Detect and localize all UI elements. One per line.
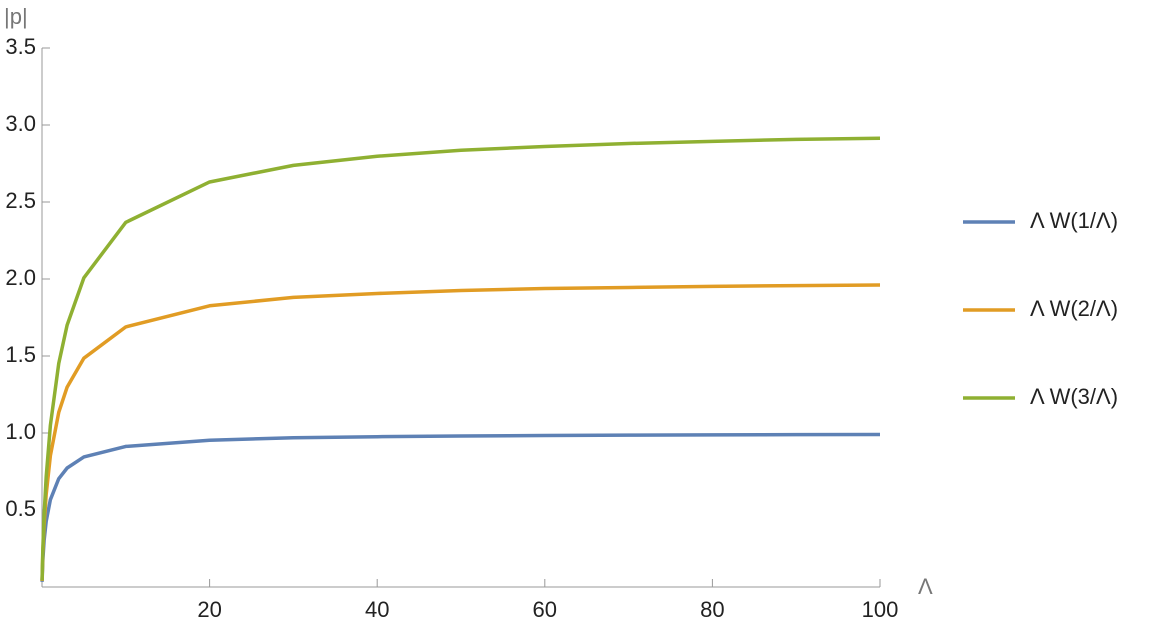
x-tick-label: 100 <box>862 597 899 622</box>
y-tick-label: 3.0 <box>5 111 36 136</box>
x-axis-label: Λ <box>918 574 933 599</box>
legend-label: Λ W(1/Λ) <box>1030 208 1118 233</box>
series-line <box>40 432 881 582</box>
x-tick-label: 40 <box>365 597 389 622</box>
x-tick-label: 60 <box>533 597 557 622</box>
x-tick-label: 20 <box>197 597 221 622</box>
y-tick-label: 1.5 <box>5 342 36 367</box>
y-axis-label: |p| <box>4 4 28 29</box>
y-tick-label: 2.5 <box>5 188 36 213</box>
y-tick-label: 1.0 <box>5 419 36 444</box>
legend-label: Λ W(3/Λ) <box>1030 384 1118 409</box>
y-tick-label: 3.5 <box>5 34 36 59</box>
series-line <box>40 136 881 581</box>
series-line <box>40 283 881 581</box>
y-tick-label: 0.5 <box>5 496 36 521</box>
y-tick-label: 2.0 <box>5 265 36 290</box>
x-tick-label: 80 <box>700 597 724 622</box>
legend-label: Λ W(2/Λ) <box>1030 296 1118 321</box>
